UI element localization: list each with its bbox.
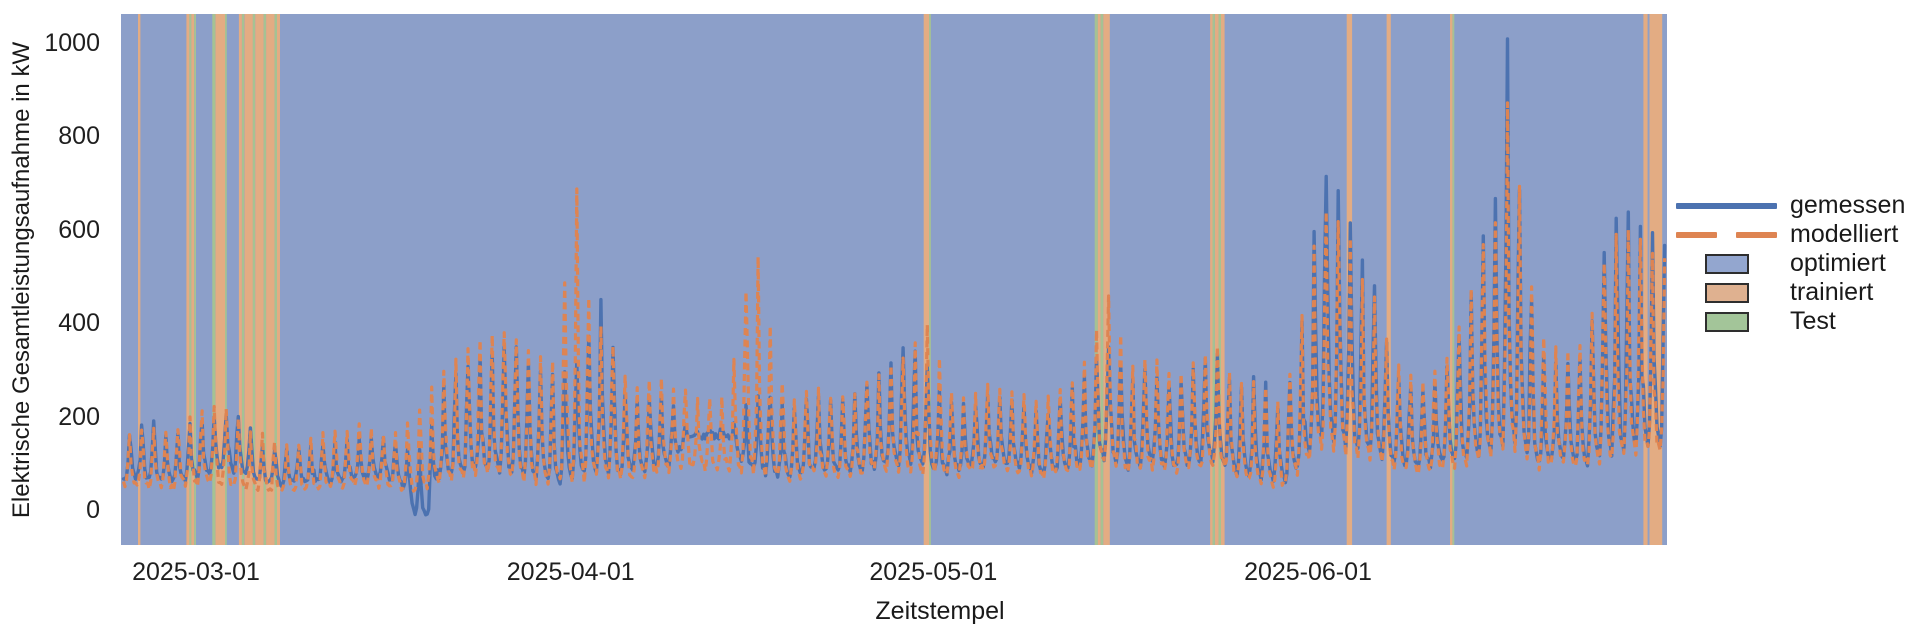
solid-line-swatch-icon — [1676, 202, 1777, 209]
legend-entry-modelliert: modelliert — [1676, 220, 1905, 249]
legend-swatch-box — [1676, 282, 1777, 303]
patch-swatch-icon — [1704, 282, 1749, 303]
band-trainiert — [244, 14, 253, 545]
legend-entry-test: Test — [1676, 307, 1905, 336]
band-test — [1218, 14, 1221, 545]
band-test — [1452, 14, 1455, 545]
legend-label: Test — [1790, 307, 1836, 335]
y-tick-label: 400 — [58, 309, 100, 337]
band-test — [263, 14, 266, 545]
x-tick-label: 2025-06-01 — [1244, 558, 1372, 586]
band-test — [929, 14, 931, 545]
band-test — [225, 14, 227, 545]
band-test — [252, 14, 255, 545]
plot-area — [121, 14, 1667, 545]
band-test — [1212, 14, 1215, 545]
legend: gemessen modelliert optimiert trainiert … — [1676, 191, 1905, 336]
line-modelliert — [121, 101, 1667, 493]
band-test — [194, 14, 196, 545]
legend-entry-trainiert: trainiert — [1676, 278, 1905, 307]
band-trainiert — [1386, 14, 1391, 545]
y-tick-label: 0 — [86, 496, 100, 524]
legend-label: trainiert — [1790, 278, 1874, 306]
band-test — [1100, 14, 1104, 545]
legend-entry-optimiert: optimiert — [1676, 249, 1905, 278]
band-trainiert — [138, 14, 141, 545]
x-tick-label: 2025-05-01 — [869, 558, 998, 586]
legend-label: modelliert — [1790, 220, 1899, 248]
band-trainiert — [186, 14, 190, 545]
y-tick-label: 200 — [58, 402, 100, 431]
legend-label: gemessen — [1790, 191, 1906, 219]
band-trainiert — [266, 14, 275, 545]
patch-swatch-icon — [1704, 311, 1749, 332]
band-test — [189, 14, 192, 545]
legend-swatch-box — [1676, 202, 1777, 209]
band-optimiert — [121, 14, 1667, 545]
band-trainiert — [215, 14, 226, 545]
y-axis-label: Elektrische Gesamtleistungsaufnahme in k… — [8, 41, 35, 519]
x-tick-label: 2025-04-01 — [506, 558, 635, 586]
legend-swatch-box — [1676, 311, 1777, 332]
band-trainiert — [255, 14, 264, 545]
band-test — [212, 14, 216, 545]
band-trainiert — [191, 14, 195, 545]
band-trainiert — [1215, 14, 1219, 545]
band-trainiert — [1649, 14, 1663, 545]
band-trainiert — [1097, 14, 1101, 545]
band-trainiert — [1103, 14, 1110, 545]
band-trainiert — [1643, 14, 1648, 545]
legend-swatch-box — [1676, 231, 1777, 238]
dashed-line-swatch-icon — [1676, 231, 1777, 238]
band-trainiert — [923, 14, 930, 545]
band-trainiert — [238, 14, 242, 545]
band-trainiert — [1450, 14, 1453, 545]
band-test — [242, 14, 245, 545]
band-trainiert — [277, 14, 280, 545]
legend-entry-gemessen: gemessen — [1676, 191, 1905, 220]
x-tick-label: 2025-03-01 — [132, 558, 260, 586]
line-gemessen — [121, 37, 1667, 517]
band-trainiert — [1210, 14, 1213, 545]
band-test — [274, 14, 277, 545]
legend-label: optimiert — [1790, 249, 1886, 277]
legend-swatch-box — [1676, 253, 1777, 274]
y-tick-label: 600 — [58, 215, 100, 244]
patch-swatch-icon — [1704, 253, 1749, 274]
x-axis-label: Zeitstempel — [875, 597, 1005, 625]
y-tick-label: 1000 — [44, 28, 100, 57]
y-tick-label: 800 — [58, 122, 100, 150]
band-trainiert — [1221, 14, 1225, 545]
band-test — [1094, 14, 1098, 545]
